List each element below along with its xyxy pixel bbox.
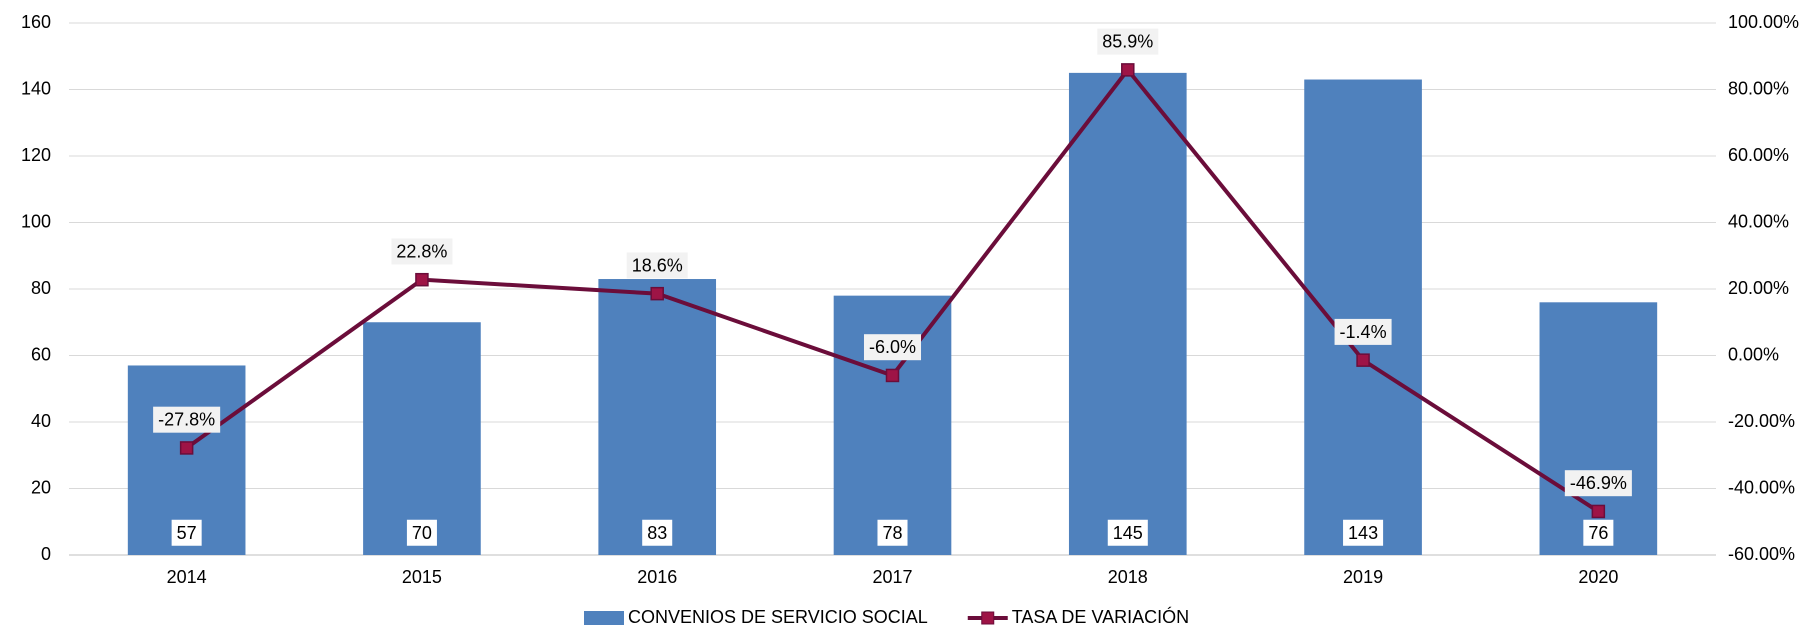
- x-tick-label: 2020: [1578, 567, 1618, 587]
- x-tick-label: 2018: [1108, 567, 1148, 587]
- y2-tick-label: -20.00%: [1728, 411, 1795, 431]
- bar: [1068, 72, 1187, 555]
- bar: [598, 279, 717, 555]
- x-tick-label: 2014: [167, 567, 207, 587]
- data-label: 76: [1588, 523, 1608, 543]
- data-label: -1.4%: [1340, 322, 1387, 342]
- legend-label: TASA DE VARIACIÓN: [1012, 606, 1189, 627]
- y2-tick-label: -60.00%: [1728, 544, 1795, 564]
- line-layer: [179, 63, 1606, 519]
- data-label-box: [863, 334, 922, 361]
- data-label-box: [153, 406, 221, 433]
- y2-tick-label: 80.00%: [1728, 78, 1789, 98]
- data-label: 78: [882, 523, 902, 543]
- data-label: 83: [647, 523, 667, 543]
- y2-tick-label: 60.00%: [1728, 145, 1789, 165]
- y-tick-label: 120: [21, 145, 51, 165]
- data-label: -6.0%: [869, 337, 916, 357]
- y-tick-label: 100: [21, 211, 51, 231]
- y-tick-label: 40: [31, 411, 51, 431]
- legend-swatch: [584, 611, 624, 625]
- grid: [69, 22, 1716, 556]
- data-label-box: [1107, 519, 1148, 546]
- y-tick-label: 80: [31, 278, 51, 298]
- y2-tick-label: 40.00%: [1728, 211, 1789, 231]
- y-tick-label: 60: [31, 344, 51, 364]
- marker: [179, 441, 194, 455]
- labels: 57 70 83 78 145 143 76 -27.8% 22.8% 18.6% -6.0% 85.…: [153, 28, 1632, 546]
- x-tick-label: 2016: [637, 567, 677, 587]
- marker: [650, 286, 664, 301]
- data-label: 70: [412, 523, 432, 543]
- y-tick-label: 140: [21, 78, 51, 98]
- data-label-box: [642, 519, 673, 546]
- data-label-box: [406, 519, 437, 546]
- legend: CONVENIOS DE SERVICIO SOCIAL TASA DE VARI…: [584, 606, 1189, 627]
- data-label: 85.9%: [1102, 32, 1153, 52]
- y-tick-label: 160: [21, 12, 51, 32]
- data-label-box: [626, 252, 688, 279]
- marker: [1356, 353, 1370, 367]
- data-label: 143: [1348, 523, 1378, 543]
- data-label-box: [171, 519, 202, 546]
- bars: [127, 72, 1658, 556]
- marker: [1121, 63, 1135, 77]
- data-label-box: [877, 519, 908, 546]
- legend-label: CONVENIOS DE SERVICIO SOCIAL: [628, 607, 928, 627]
- x-tick-label: 2019: [1343, 567, 1383, 587]
- y2-tick-label: 20.00%: [1728, 278, 1789, 298]
- x-tick-label: 2015: [402, 567, 442, 587]
- data-label: 57: [177, 523, 197, 543]
- data-label-box: [391, 238, 453, 265]
- y2-tick-label: -40.00%: [1728, 477, 1795, 497]
- data-label: 22.8%: [396, 241, 447, 261]
- data-label-box: [1097, 28, 1159, 55]
- y2-tick-label: 0.00%: [1728, 344, 1779, 364]
- y2-tick-label: 100.00%: [1728, 12, 1799, 32]
- data-label: 145: [1113, 523, 1143, 543]
- data-label-box: [1343, 519, 1384, 546]
- marker: [415, 272, 429, 287]
- data-label: -27.8%: [158, 410, 215, 430]
- legend-marker: [981, 611, 995, 625]
- y-tick-label: 0: [41, 544, 51, 564]
- data-label-box: [1564, 470, 1632, 497]
- bar: [363, 322, 481, 555]
- x-tick-label: 2017: [872, 567, 912, 587]
- y-tick-label: 20: [31, 477, 51, 497]
- data-label: 18.6%: [632, 255, 683, 275]
- data-label-box: [1583, 519, 1614, 546]
- data-label-box: [1334, 318, 1392, 345]
- bar: [1304, 79, 1422, 556]
- marker: [885, 368, 900, 383]
- data-label: -46.9%: [1570, 473, 1627, 493]
- marker: [1591, 504, 1606, 519]
